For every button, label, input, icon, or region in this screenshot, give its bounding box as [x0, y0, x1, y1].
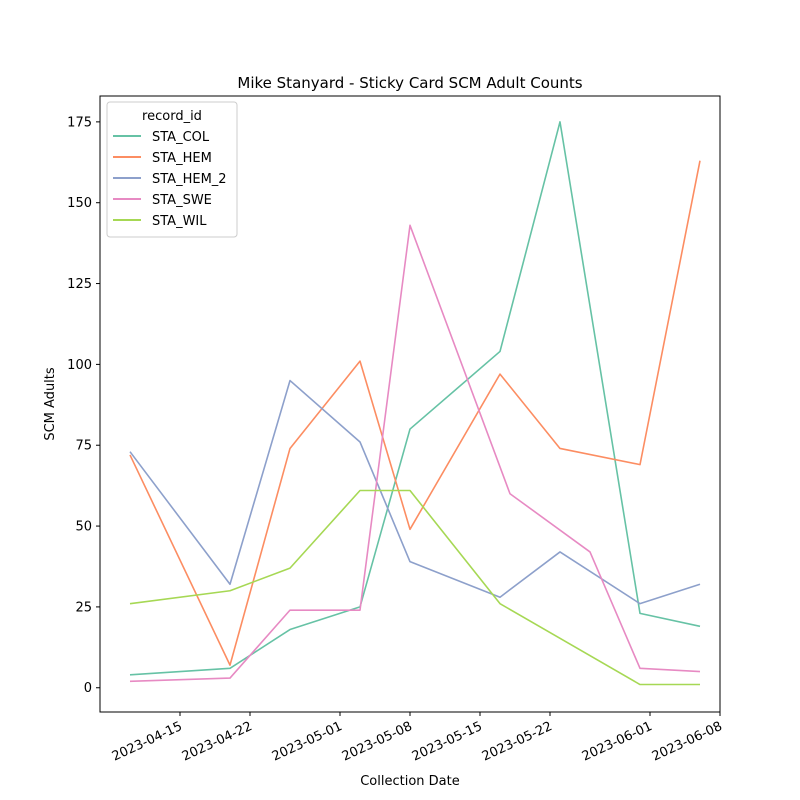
x-tick-label: 2023-05-22 — [480, 719, 555, 765]
x-tick-label: 2023-06-08 — [650, 719, 725, 765]
x-tick-label: 2023-05-01 — [270, 719, 345, 765]
legend-label: STA_HEM_2 — [152, 172, 227, 187]
legend-label: STA_HEM — [152, 151, 212, 166]
y-axis: 0 25 50 75 100 125 150 175 — [67, 115, 100, 696]
x-tick-label: 2023-06-01 — [580, 719, 655, 765]
x-tick-label: 2023-04-15 — [110, 719, 185, 765]
y-tick-label: 0 — [84, 681, 92, 696]
y-tick-label: 175 — [67, 115, 92, 130]
plot-area — [129, 121, 701, 686]
series-line-sta-wil — [129, 489, 700, 686]
x-tick-label: 2023-05-15 — [410, 719, 485, 765]
y-tick-label: 125 — [67, 277, 92, 292]
y-tick-label: 100 — [67, 358, 92, 373]
legend-label: STA_COL — [152, 130, 210, 145]
x-axis-label: Collection Date — [360, 774, 460, 789]
legend-label: STA_SWE — [152, 193, 212, 208]
series-line-sta-hem-2 — [129, 379, 701, 605]
legend: record_id STA_COL STA_HEM STA_HEM_2 STA_SWE S… — [106, 101, 238, 238]
y-tick-label: 75 — [75, 439, 92, 454]
y-tick-label: 50 — [75, 520, 92, 535]
series-line-sta-swe — [129, 224, 701, 683]
chart-title: Mike Stanyard - Sticky Card SCM Adult Co… — [237, 74, 582, 92]
legend-title: record_id — [142, 109, 202, 124]
y-tick-label: 150 — [67, 196, 92, 211]
x-tick-label: 2023-04-22 — [180, 719, 255, 765]
y-axis-label: SCM Adults — [43, 367, 58, 441]
series-line-sta-hem — [129, 160, 701, 666]
x-tick-label: 2023-05-08 — [340, 719, 415, 765]
legend-label: STA_WIL — [152, 214, 207, 229]
y-tick-label: 25 — [75, 600, 92, 615]
